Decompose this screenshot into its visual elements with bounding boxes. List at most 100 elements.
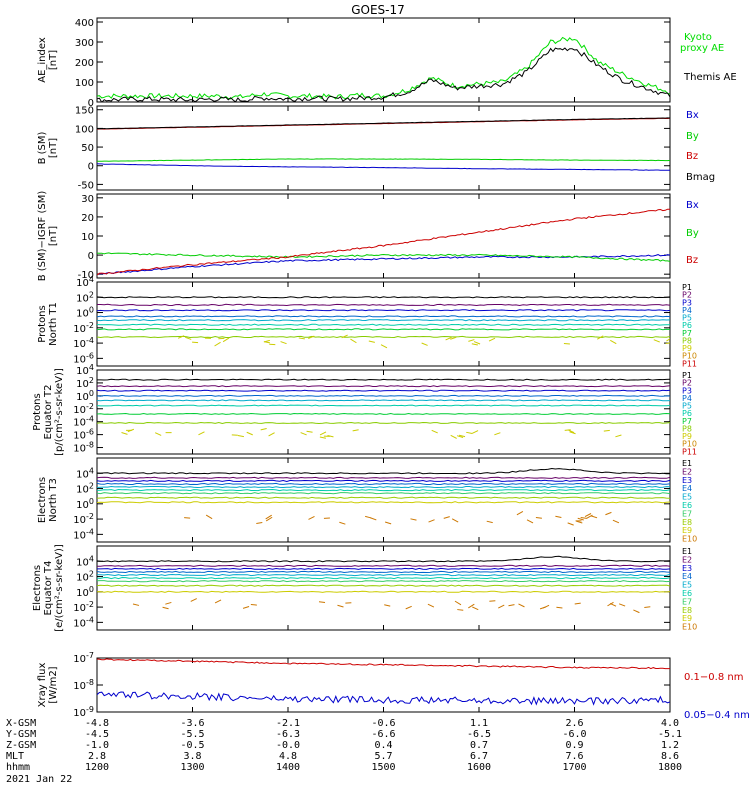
series-line [97, 658, 670, 670]
footer-value: 1800 [658, 762, 682, 773]
legend-entry: E5 [682, 493, 692, 502]
panel-frame [96, 17, 671, 103]
footer-row-label: X-GSM [6, 718, 36, 729]
series-segment [214, 341, 221, 347]
series-segment [542, 604, 550, 609]
footer-value: 2.6 [565, 718, 583, 729]
legend-entry: E6 [682, 589, 692, 598]
y-axis-label: AE_index [37, 37, 48, 83]
series-segment [352, 429, 359, 432]
y-axis-label: [p/(cm²-s-sr-keV)] [54, 368, 65, 456]
series-line [97, 394, 670, 397]
panel-frame [96, 193, 671, 279]
y-tick-label: 30 [81, 194, 94, 205]
legend-entry: P2 [682, 291, 692, 300]
legend: Bx By Bz Bmag [686, 110, 715, 183]
series-segment [603, 429, 610, 432]
footer-value: -3.6 [180, 718, 204, 729]
y-tick-label: 104 [76, 275, 94, 289]
panel-frame [96, 369, 671, 455]
series-segment [466, 431, 473, 434]
series-segment [265, 516, 273, 522]
legend-entry: P9 [682, 432, 692, 441]
series-segment [508, 604, 515, 607]
footer-row-label: Y-GSM [6, 729, 36, 740]
series-segment [365, 515, 372, 519]
legend-entry: E5 [682, 581, 692, 590]
footer-value: 8.6 [661, 751, 679, 762]
legend-entry: P8 [682, 424, 692, 433]
panel-frame [96, 105, 671, 191]
series-segment [590, 515, 598, 519]
series-segment [612, 519, 620, 524]
legend-entry: E3 [682, 564, 692, 573]
y-axis-label: Protons [37, 305, 48, 342]
y-tick-label: 104 [76, 363, 94, 377]
series-segment [450, 434, 457, 439]
series-segment [580, 516, 587, 519]
series-segment [280, 341, 287, 345]
y-tick-label: 10-6 [73, 428, 94, 442]
y-axis-label: [nT] [48, 226, 59, 246]
series-line [97, 412, 670, 415]
y-tick-label: 10-2 [73, 600, 94, 614]
series-segment [473, 341, 481, 345]
panel-8: 10-7 10-8 10-9 Xray flux [W/m2] 0.1−0.8 nm 0.0… [37, 651, 750, 721]
series-segment [468, 603, 475, 609]
y-axis-label: Electrons [32, 565, 43, 611]
series-segment [319, 436, 326, 439]
y-tick-label: 0 [88, 251, 94, 262]
series-segment [250, 603, 257, 606]
y-tick-label: -50 [78, 180, 94, 191]
series-segment [586, 514, 593, 519]
series-segment [597, 335, 604, 340]
series-segment [341, 334, 348, 339]
legend-entry: Bz [686, 255, 698, 266]
footer-value: -4.5 [85, 729, 109, 740]
y-tick-label: 10-2 [73, 512, 94, 526]
footer-value: 1600 [467, 762, 491, 773]
series-line [97, 479, 670, 483]
y-axis-label: Equator T4 [43, 561, 54, 616]
legend-entry: P3 [682, 386, 692, 395]
series-segment [644, 606, 651, 609]
series-segment [121, 432, 128, 435]
legend-entry: E3 [682, 476, 692, 485]
legend-entry: E10 [682, 623, 697, 632]
footer-row-label: MLT [6, 751, 24, 762]
series-segment [384, 521, 392, 525]
legend-entry: P11 [682, 447, 697, 456]
series-segment [458, 434, 466, 438]
y-axis-label: North T3 [48, 478, 59, 522]
legend-entry: P7 [682, 417, 692, 426]
y-tick-label: 102 [76, 482, 94, 496]
legend-entry: P5 [682, 314, 692, 323]
series-line [97, 389, 670, 392]
series-segment [427, 603, 435, 608]
series-segment [192, 341, 199, 344]
series-segment [471, 430, 479, 434]
series-segment [185, 336, 192, 340]
y-tick-label: 0 [88, 98, 94, 109]
footer-value: -0.6 [371, 718, 395, 729]
series-segment [428, 519, 435, 523]
series-segment [607, 601, 614, 607]
footer-value: 1200 [85, 762, 109, 773]
y-tick-label: 100 [75, 78, 94, 89]
series-segment [569, 431, 576, 435]
y-tick-label: 10-4 [73, 527, 94, 541]
series-segment [318, 601, 326, 604]
series-line [97, 496, 670, 499]
series-segment [300, 432, 307, 436]
series-line [97, 573, 670, 577]
footer-value: 1500 [371, 762, 395, 773]
y-tick-label: 10-8 [73, 678, 94, 692]
series-segment [319, 431, 327, 436]
legend-entry: P5 [682, 402, 692, 411]
legend-entry: E8 [682, 518, 692, 527]
footer-value: -1.0 [85, 740, 109, 751]
y-tick-label: 10-2 [73, 402, 94, 416]
y-axis-label: Electrons [37, 477, 48, 523]
footer-value: -6.3 [276, 729, 300, 740]
